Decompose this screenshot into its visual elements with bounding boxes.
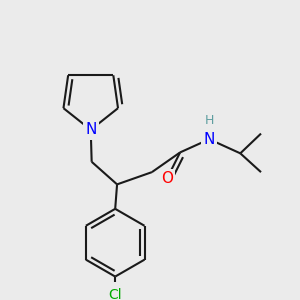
Text: N: N xyxy=(85,122,96,137)
Text: Cl: Cl xyxy=(108,288,122,300)
Text: O: O xyxy=(161,171,173,186)
Text: N: N xyxy=(204,132,215,147)
Text: H: H xyxy=(205,114,214,127)
